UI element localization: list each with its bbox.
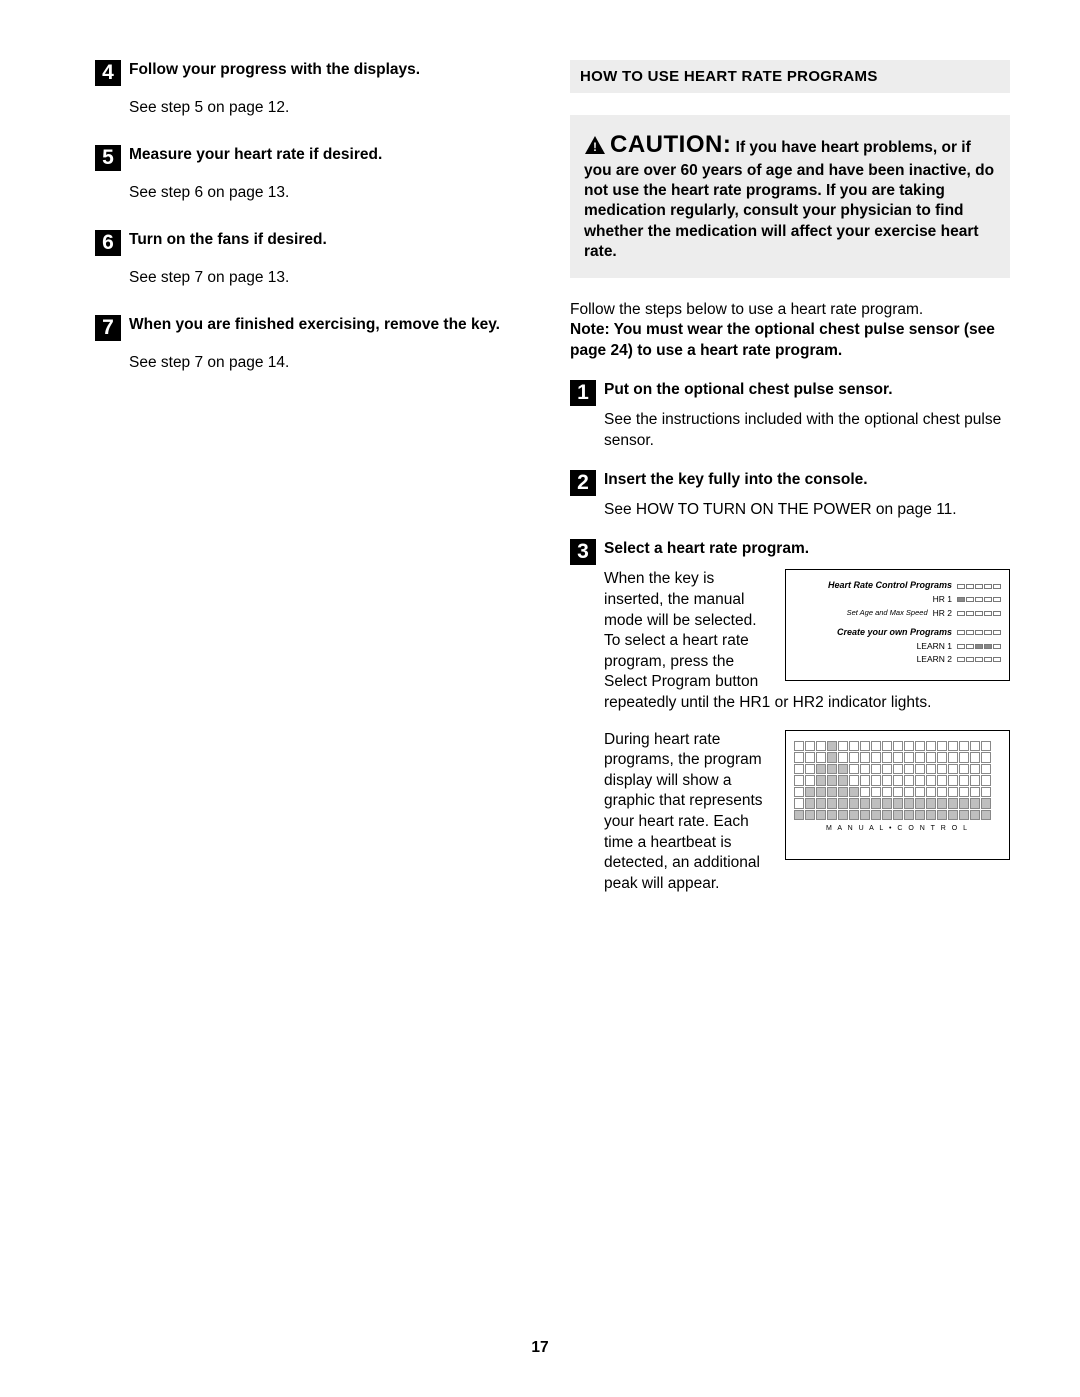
step-title: When you are finished exercising, remove… — [129, 315, 535, 335]
step-5: 5 Measure your heart rate if desired. Se… — [95, 145, 535, 212]
step-text: See the instructions included with the o… — [604, 410, 1010, 451]
page-number: 17 — [0, 1339, 1080, 1357]
step3-para2: M A N U A L • C O N T R O L During heart… — [604, 730, 1010, 895]
step-4: 4 Follow your progress with the displays… — [95, 60, 535, 127]
step-text: See step 6 on page 13. — [129, 183, 535, 204]
seg-row — [957, 597, 1001, 602]
warning-icon: ! — [584, 135, 606, 161]
intro-bold: Note: You must wear the optional chest p… — [570, 321, 995, 359]
display-matrix — [794, 741, 1001, 821]
seg-row — [957, 657, 1001, 662]
svg-text:!: ! — [593, 140, 597, 154]
hr-step-2: 2 Insert the key fully into the console.… — [570, 470, 1010, 521]
caution-box: ! CAUTION: If you have heart problems, o… — [570, 115, 1010, 278]
display-label: M A N U A L • C O N T R O L — [794, 824, 1001, 833]
step-text: See step 5 on page 12. — [129, 98, 535, 119]
panel-label: LEARN 1 — [917, 641, 955, 652]
step-title: Measure your heart rate if desired. — [129, 145, 535, 165]
section-header: HOW TO USE HEART RATE PROGRAMS — [570, 60, 1010, 93]
caution-label: CAUTION: — [610, 131, 731, 158]
step-title: Select a heart rate program. — [604, 539, 1010, 560]
step3-text2: During heart rate programs, the program … — [604, 731, 763, 892]
step3-para1: Heart Rate Control Programs HR 1 Set Age… — [604, 569, 1010, 713]
intro-text: Follow the steps below to use a heart ra… — [570, 300, 1010, 362]
hr-step-3: 3 Select a heart rate program. Heart Rat… — [570, 539, 1010, 895]
panel-label: HR 2 — [933, 608, 955, 619]
step-text: See HOW TO TURN ON THE POWER on page 11. — [604, 500, 1010, 521]
step-number: 4 — [95, 60, 121, 86]
page-content: 4 Follow your progress with the displays… — [0, 0, 1080, 952]
step-7: 7 When you are finished exercising, remo… — [95, 315, 535, 382]
step-text: See step 7 on page 13. — [129, 268, 535, 289]
seg-row — [957, 584, 1001, 589]
step-number: 5 — [95, 145, 121, 171]
panel-label: Heart Rate Control Programs — [828, 580, 955, 592]
intro-plain: Follow the steps below to use a heart ra… — [570, 301, 923, 318]
panel-label: Set Age and Max Speed — [847, 608, 931, 618]
seg-row — [957, 644, 1001, 649]
seg-row — [957, 630, 1001, 635]
console-panel-display: M A N U A L • C O N T R O L — [785, 730, 1010, 860]
step-title: Turn on the fans if desired. — [129, 230, 535, 250]
step-number: 6 — [95, 230, 121, 256]
panel-label: LEARN 2 — [917, 654, 955, 665]
step-6: 6 Turn on the fans if desired. See step … — [95, 230, 535, 297]
step-title: Put on the optional chest pulse sensor. — [604, 380, 1010, 401]
panel-label: HR 1 — [933, 594, 955, 605]
step-title: Follow your progress with the displays. — [129, 60, 535, 80]
left-column: 4 Follow your progress with the displays… — [95, 60, 535, 912]
right-column: HOW TO USE HEART RATE PROGRAMS ! CAUTION… — [570, 60, 1010, 912]
panel-label: Create your own Programs — [837, 627, 955, 639]
step-title: Insert the key fully into the console. — [604, 470, 1010, 491]
seg-row — [957, 611, 1001, 616]
hr-step-1: 1 Put on the optional chest pulse sensor… — [570, 380, 1010, 452]
console-panel-programs: Heart Rate Control Programs HR 1 Set Age… — [785, 569, 1010, 681]
step-text: See step 7 on page 14. — [129, 353, 535, 374]
step-number: 7 — [95, 315, 121, 341]
step-number: 3 — [570, 539, 596, 565]
step-number: 1 — [570, 380, 596, 406]
step-number: 2 — [570, 470, 596, 496]
